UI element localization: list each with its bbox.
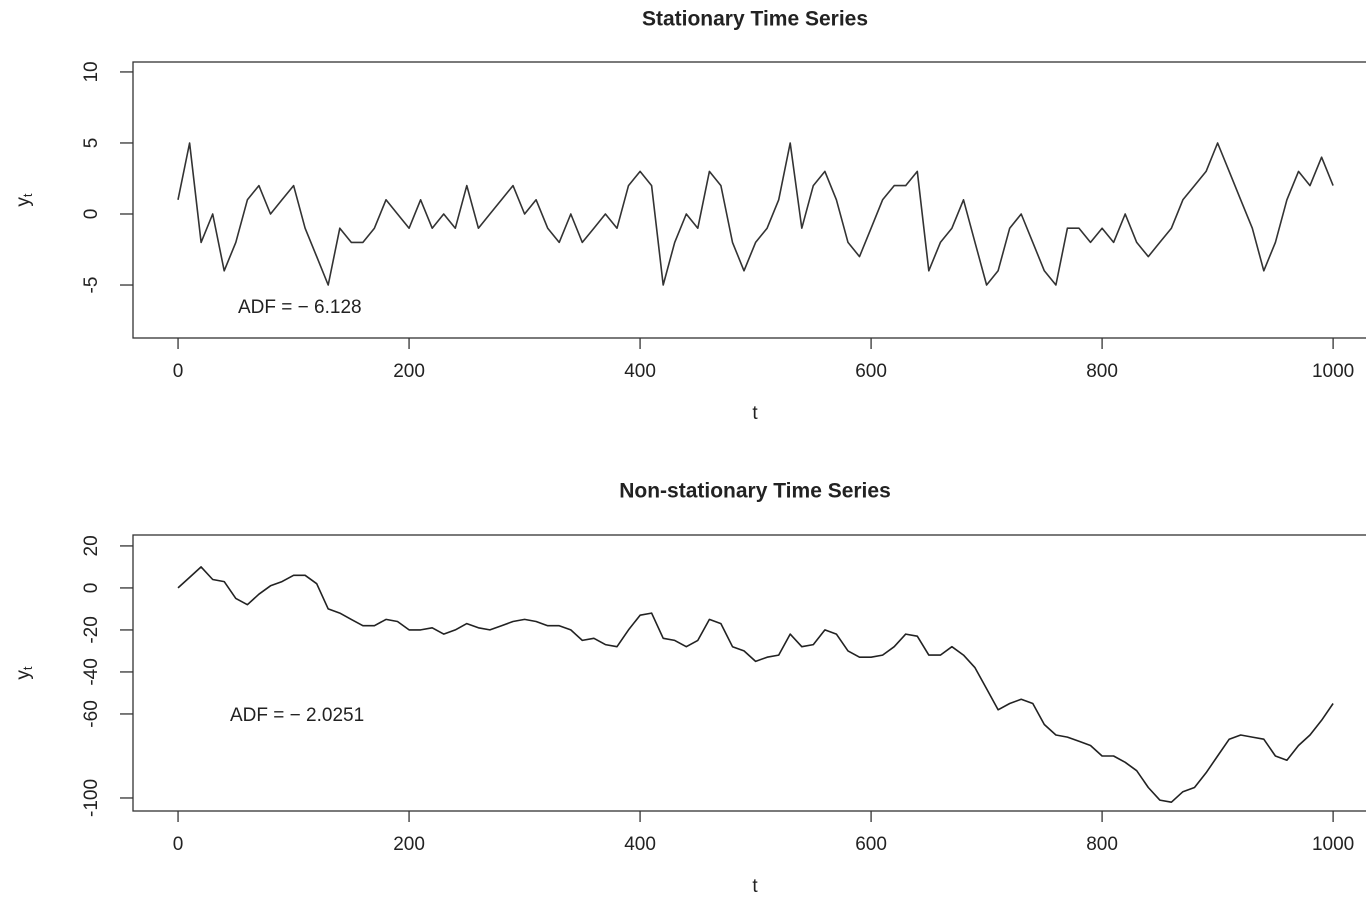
y-tick-label: -100 [81, 779, 102, 817]
plot-frame [132, 534, 1366, 812]
y-axis-label-sub: t [20, 666, 35, 670]
y-tick-label: -60 [81, 700, 102, 727]
x-tick-label: 1000 [1312, 834, 1354, 855]
y-tick-label: 0 [81, 583, 102, 594]
x-tick-label: 400 [624, 361, 656, 382]
x-tick-label: 400 [624, 834, 656, 855]
y-tick-label: -20 [81, 616, 102, 643]
x-tick-label: 0 [173, 361, 184, 382]
annotation: ADF = − 6.128 [238, 297, 362, 318]
y-tick-label: -5 [81, 277, 102, 294]
x-tick-label: 600 [855, 834, 887, 855]
x-axis-label: t [752, 876, 758, 897]
x-tick-label: 1000 [1312, 361, 1354, 382]
x-tick-label: 200 [393, 834, 425, 855]
data-line [177, 566, 1334, 803]
y-axis-label-main: y [13, 197, 34, 207]
annotation: ADF = − 2.0251 [230, 705, 364, 726]
chart-title: Non-stationary Time Series [619, 480, 891, 503]
x-tick-label: 0 [173, 834, 184, 855]
x-tick-label: 800 [1086, 361, 1118, 382]
y-tick-label: -40 [81, 658, 102, 685]
y-tick-label: 0 [81, 209, 102, 220]
data-line [177, 142, 1334, 286]
y-axis-label: yt [13, 666, 35, 680]
y-tick-label: 10 [81, 61, 102, 82]
y-tick-label: 20 [81, 535, 102, 556]
chart-title: Stationary Time Series [642, 8, 868, 31]
x-tick-label: 600 [855, 361, 887, 382]
x-tick-label: 800 [1086, 834, 1118, 855]
y-axis-label-main: y [13, 670, 34, 680]
x-axis-label: t [752, 403, 758, 424]
y-tick-label: 5 [81, 138, 102, 149]
plot-frame [132, 61, 1366, 339]
y-axis-label: yt [13, 193, 35, 207]
x-tick-label: 200 [393, 361, 425, 382]
y-axis-label-sub: t [20, 193, 35, 197]
